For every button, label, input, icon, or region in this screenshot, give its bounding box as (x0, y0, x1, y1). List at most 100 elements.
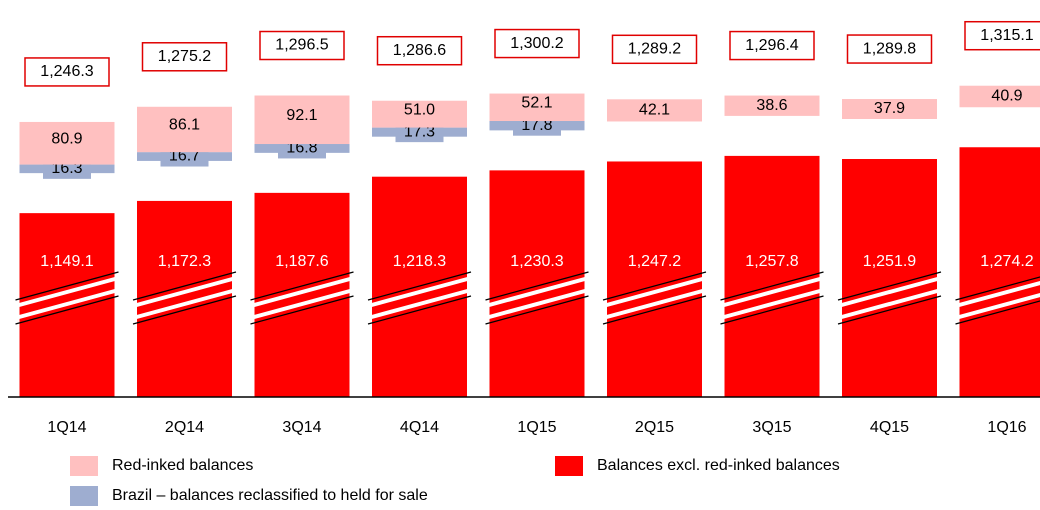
total-label: 1,286.6 (393, 42, 446, 59)
total-box (729, 30, 815, 61)
total-label: 1,246.3 (40, 63, 93, 80)
axis-break (954, 280, 1040, 308)
axis-break-edge (720, 271, 824, 301)
bar-label: 51.0 (404, 101, 435, 118)
bar (959, 147, 1040, 397)
x-tick-label: 3Q15 (752, 419, 791, 436)
axis-break (249, 288, 355, 320)
legend-label: Balances excl. red-inked balances (597, 457, 840, 474)
total-label: 1,300.2 (510, 35, 563, 52)
legend-label: Red-inked balances (112, 457, 253, 474)
bar (372, 176, 467, 397)
axis-break-edge (15, 271, 119, 301)
total-box (611, 34, 698, 65)
total-box (494, 28, 580, 59)
bar (724, 155, 820, 397)
axis-break-edge (250, 271, 354, 301)
axis-break (367, 288, 472, 320)
bar-label: 1,274.2 (980, 253, 1033, 270)
bar (724, 95, 820, 116)
axis-break (14, 276, 120, 308)
x-tick-label: 1Q15 (517, 419, 556, 436)
bar-label: 86.1 (169, 117, 200, 134)
axis-break (954, 292, 1040, 320)
axis-break-edge (837, 295, 942, 325)
total-label: 1,315.1 (980, 27, 1033, 44)
bar-label: 17.8 (521, 117, 552, 134)
axis-break-edge (602, 295, 707, 325)
bar (842, 99, 937, 119)
bar-label: 17.3 (404, 123, 435, 140)
axis-break (132, 276, 237, 308)
total-box (141, 42, 228, 72)
axis-break-edge (602, 271, 707, 301)
x-tick-label: 1Q16 (987, 419, 1026, 436)
axis-break-edge (250, 295, 354, 325)
legend-label: Brazil – balances reclassified to held f… (112, 487, 428, 504)
bar (19, 121, 115, 165)
axis-break (367, 276, 472, 308)
axis-break (14, 288, 120, 320)
legend-swatch (70, 486, 98, 506)
axis-break-edge (132, 295, 237, 325)
legend-swatch (555, 456, 583, 476)
bar (959, 85, 1040, 108)
axis-break (249, 276, 355, 308)
axis-break-edge (955, 276, 1040, 301)
bar-label: 1,149.1 (40, 253, 93, 270)
axis-break (132, 288, 237, 320)
bar-label: 1,257.8 (745, 253, 798, 270)
x-tick-label: 2Q15 (635, 419, 674, 436)
axis-break (719, 276, 825, 308)
bar (607, 161, 702, 397)
bar (137, 200, 232, 397)
axis-break (602, 288, 707, 320)
total-label: 1,289.8 (863, 40, 916, 57)
bar-label: 42.1 (639, 102, 670, 119)
bar-label: 1,247.2 (628, 253, 681, 270)
bar-label: 1,187.6 (275, 253, 328, 270)
bar (254, 95, 350, 145)
bar-label: 1,251.9 (863, 253, 916, 270)
x-tick-label: 3Q14 (282, 419, 321, 436)
axis-break (837, 276, 942, 308)
total-box (964, 20, 1040, 51)
x-tick-label: 4Q14 (400, 419, 439, 436)
bar-label: 52.1 (521, 94, 552, 111)
axis-break-edge (485, 271, 589, 301)
axis-break (484, 276, 590, 308)
total-box (259, 30, 345, 61)
axis-break-edge (367, 271, 472, 301)
total-box (846, 34, 933, 64)
legend-swatch (70, 456, 98, 476)
bar-label: 1,172.3 (158, 253, 211, 270)
bar-label: 92.1 (286, 107, 317, 124)
total-label: 1,296.4 (745, 37, 798, 54)
axis-break (484, 288, 590, 320)
axis-break-edge (837, 271, 942, 301)
x-tick-label: 4Q15 (870, 419, 909, 436)
bar-label: 38.6 (756, 97, 787, 114)
axis-break-edge (132, 271, 237, 301)
bar (842, 158, 937, 397)
total-label: 1,275.2 (158, 48, 211, 65)
bar (137, 106, 232, 153)
bar-label: 80.9 (51, 130, 82, 147)
axis-break-edge (15, 295, 119, 325)
axis-break (602, 276, 707, 308)
bar (489, 93, 585, 122)
axis-break (837, 288, 942, 320)
axis-break-edge (720, 295, 824, 325)
total-label: 1,296.5 (275, 37, 328, 54)
bar-label: 1,230.3 (510, 253, 563, 270)
x-tick-label: 1Q14 (47, 419, 86, 436)
axis-break-edge (367, 295, 472, 325)
x-tick-label: 2Q14 (165, 419, 204, 436)
bar-label: 37.9 (874, 100, 905, 117)
total-box (24, 57, 110, 87)
axis-break-edge (955, 300, 1040, 325)
bar (607, 99, 702, 122)
total-box (376, 35, 463, 66)
bar-label: 40.9 (991, 88, 1022, 105)
